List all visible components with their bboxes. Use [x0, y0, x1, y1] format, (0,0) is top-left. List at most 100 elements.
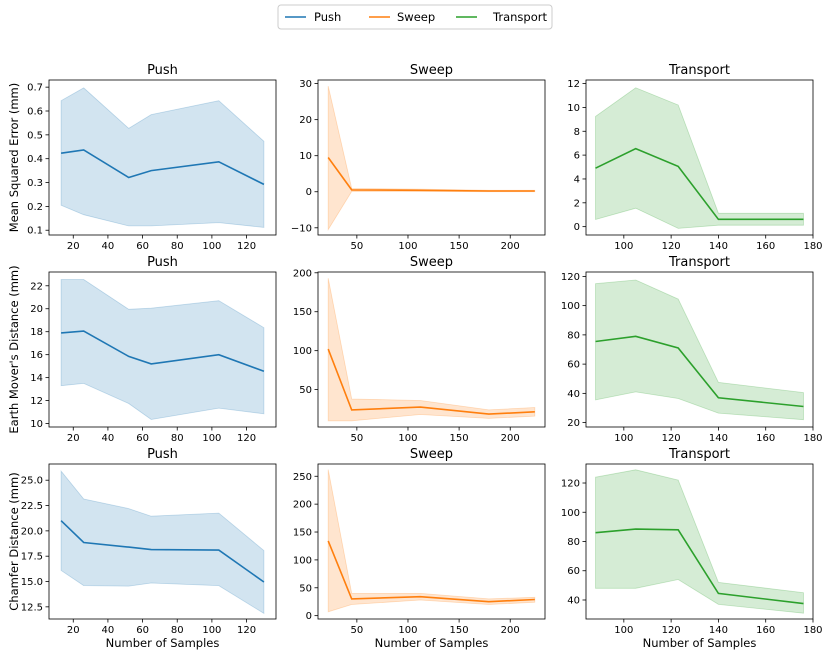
y-tick-label: 250 — [293, 472, 312, 483]
axes-frame — [585, 271, 814, 428]
x-tick-label: 20 — [67, 625, 80, 636]
panel-title: Transport — [668, 447, 730, 462]
y-tick-label: 120 — [561, 272, 580, 283]
series-line — [327, 540, 535, 603]
y-tick-label: 80 — [567, 537, 580, 548]
y-tick-label: 12.5 — [21, 602, 43, 613]
series-line — [61, 330, 265, 373]
x-tick-label: 50 — [350, 625, 363, 636]
y-tick-label: 0.7 — [27, 83, 43, 94]
confidence-band — [595, 469, 804, 614]
axes-frame — [48, 463, 277, 620]
legend-label-transport: Transport — [492, 10, 547, 24]
confidence-band — [327, 86, 536, 232]
x-tick-label: 50 — [350, 433, 363, 444]
y-tick-label: 200 — [293, 500, 312, 511]
x-tick-label: 100 — [202, 241, 221, 252]
series-line — [595, 528, 804, 605]
x-tick-label: 200 — [501, 241, 520, 252]
confidence-band — [595, 87, 804, 229]
y-tick-label: 0 — [306, 611, 312, 622]
y-tick-label: 40 — [567, 595, 580, 606]
y-tick-label: 20 — [567, 418, 580, 429]
axes-frame — [48, 79, 277, 236]
legend-entry-transport: Transport — [456, 10, 547, 24]
x-tick-label: 120 — [662, 241, 681, 252]
series-line — [60, 520, 265, 583]
panel-transport-r3: 100 120 140 160 180 40 60 80 100 120 Transport Numb… — [561, 447, 823, 650]
y-tick-label: 20 — [30, 304, 43, 315]
panel-push-r2: 20 40 60 80 100 120 10 12 14 16 18 20 22 Push Earth Mo… — [7, 255, 277, 444]
legend-label-push: Push — [314, 10, 341, 24]
x-tick-label: 80 — [171, 241, 184, 252]
panel-sweep-r2: 50 100 150 200 50 100 150 200 Sweep — [293, 255, 546, 444]
series-line — [327, 348, 535, 415]
y-tick-label: 60 — [567, 566, 580, 577]
x-tick-label: 140 — [709, 433, 728, 444]
y-axis-label: Earth Mover's Distance (mm) — [7, 265, 21, 433]
panel-title: Push — [147, 447, 178, 462]
y-tick-label: 10 — [567, 103, 580, 114]
x-tick-label: 150 — [450, 625, 469, 636]
legend-entry-push: Push — [285, 10, 341, 24]
y-tick-label: 200 — [293, 268, 312, 279]
y-tick-label: 120 — [561, 479, 580, 490]
y-tick-label: 0.6 — [27, 107, 43, 118]
y-tick-label: 2 — [574, 198, 580, 209]
series-line — [327, 157, 535, 192]
axes-frame — [317, 463, 546, 620]
y-tick-label: 100 — [293, 346, 312, 357]
x-tick-label: 160 — [756, 625, 775, 636]
panel-title: Push — [147, 63, 178, 78]
x-tick-label: 100 — [398, 241, 417, 252]
y-tick-label: 0.5 — [27, 130, 43, 141]
x-tick-label: 140 — [709, 241, 728, 252]
x-tick-label: 200 — [501, 625, 520, 636]
panel-title: Transport — [668, 63, 730, 78]
panel-title: Transport — [668, 255, 730, 270]
x-tick-label: 100 — [398, 433, 417, 444]
y-tick-label: 17.5 — [21, 552, 43, 563]
x-tick-label: 120 — [662, 433, 681, 444]
x-tick-label: 180 — [803, 433, 822, 444]
y-tick-label: 15.0 — [21, 577, 43, 588]
y-tick-label: 10 — [30, 419, 43, 430]
y-tick-label: 0.3 — [27, 178, 43, 189]
axes-frame — [317, 79, 546, 236]
x-tick-label: 180 — [803, 625, 822, 636]
x-tick-label: 80 — [171, 433, 184, 444]
y-tick-label: −10 — [291, 223, 312, 234]
x-tick-label: 120 — [237, 625, 256, 636]
y-tick-label: 100 — [561, 301, 580, 312]
x-tick-label: 20 — [67, 241, 80, 252]
x-tick-label: 150 — [450, 241, 469, 252]
confidence-band — [327, 278, 536, 422]
panel-transport-r2: 100 120 140 160 180 20 40 60 80 100 120 Transport — [561, 255, 823, 444]
x-tick-label: 120 — [237, 241, 256, 252]
panel-title: Sweep — [410, 447, 453, 462]
x-tick-label: 100 — [202, 433, 221, 444]
panel-push-r1: 20 40 60 80 100 120 0.1 0.2 0.3 0.4 0.5 0.6 0.7 Push M… — [7, 63, 277, 252]
y-tick-label: 22 — [30, 281, 43, 292]
y-tick-label: 6 — [574, 151, 580, 162]
x-tick-label: 200 — [501, 433, 520, 444]
series-line — [595, 147, 804, 221]
y-axis-label: Mean Squared Error (mm) — [7, 83, 21, 233]
confidence-band — [60, 279, 265, 420]
x-tick-label: 100 — [398, 625, 417, 636]
y-tick-label: 0.4 — [27, 154, 43, 165]
y-tick-label: 80 — [567, 330, 580, 341]
x-tick-label: 120 — [662, 625, 681, 636]
x-tick-label: 40 — [102, 241, 115, 252]
x-tick-label: 180 — [803, 241, 822, 252]
x-tick-label: 150 — [450, 433, 469, 444]
axes-frame — [48, 271, 277, 428]
y-tick-label: 0 — [574, 222, 580, 233]
y-tick-label: 50 — [299, 583, 312, 594]
x-tick-label: 60 — [136, 241, 149, 252]
x-tick-label: 80 — [171, 625, 184, 636]
y-tick-label: 22.5 — [21, 501, 43, 512]
x-axis-label: Number of Samples — [106, 636, 220, 650]
legend-entry-sweep: Sweep — [369, 10, 435, 24]
